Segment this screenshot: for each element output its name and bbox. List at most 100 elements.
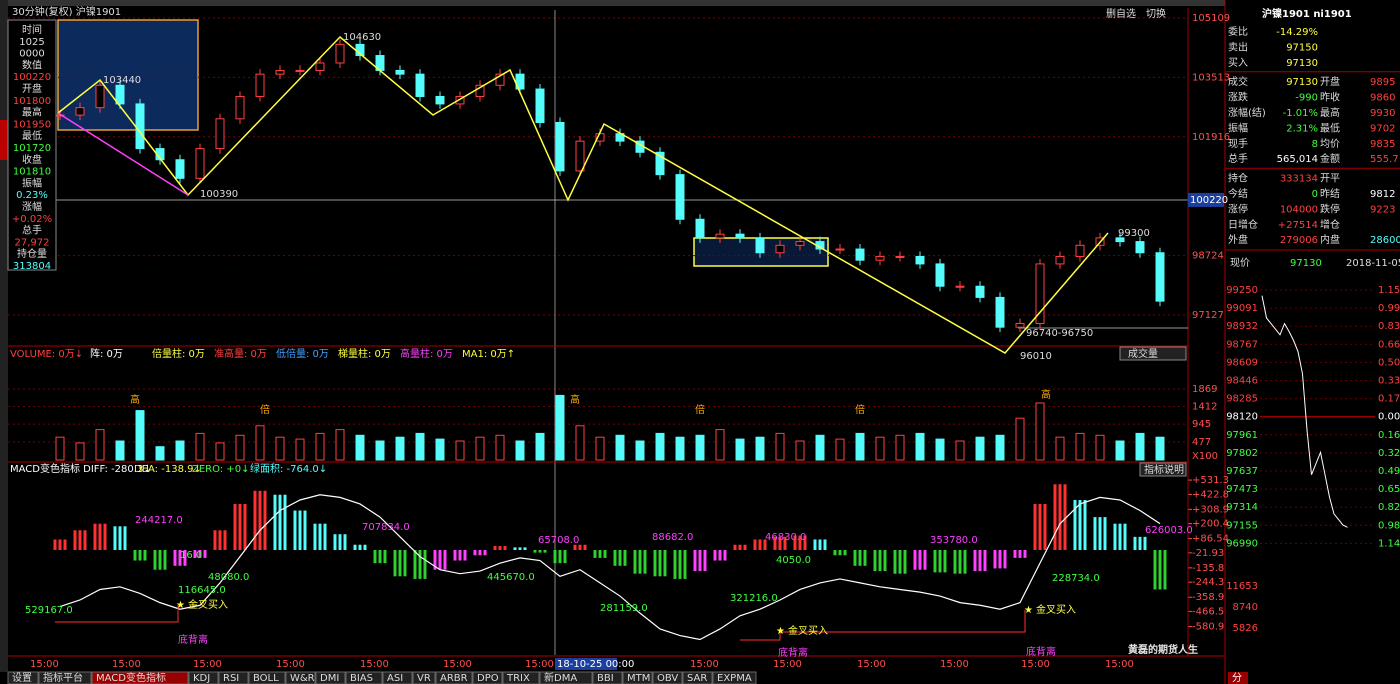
tab[interactable] [412,671,436,684]
candle [655,151,665,176]
tab[interactable] [188,671,219,684]
tab[interactable] [315,671,346,684]
intraday-y-label: 5826 [1233,623,1258,634]
volume-bar [595,436,605,461]
info-line: 总手 [22,224,42,237]
volume-bar [215,442,225,461]
trend-lines [57,35,1109,354]
quote-value: 97130 [1286,58,1318,69]
intraday-line [1261,295,1348,528]
tab[interactable] [622,671,653,684]
candle [295,69,305,72]
quote-value: 97150 [1286,42,1318,53]
price-annotation: 103440 [103,75,141,86]
candle [415,73,425,97]
tab[interactable] [7,671,39,684]
y-tick-label: 105109 [1192,13,1230,24]
quote-label: 涨跌 [1228,91,1248,104]
volume-bar [475,436,485,461]
volume-bar [115,440,125,461]
intraday-y-label: 97314 [1226,502,1258,513]
candle [275,69,285,75]
y-tick-label: -580.9 [1192,621,1224,632]
quote-label: 日增仓 [1228,218,1258,231]
info-line: 持仓量 [17,247,47,260]
tab[interactable] [652,671,683,684]
intraday-pct-label: 1.15% [1378,285,1400,296]
tab[interactable] [248,671,286,684]
candle [715,233,725,239]
diff-line [59,494,1161,641]
date-label: 2018-11-05, [1346,258,1400,269]
tab[interactable] [285,671,316,684]
tab[interactable] [539,671,593,684]
time-label: 15:00 [360,659,389,670]
volume-bar [795,440,805,461]
volume-bar [415,432,425,461]
macd-annotation: 116645.0 [178,585,226,596]
tab[interactable] [382,671,413,684]
time-label: 15:00 [112,659,141,670]
price-annotation: 100390 [200,189,238,200]
tab-label: DMI [320,673,339,684]
y-tick-label: 477 [1192,437,1211,448]
y-tick-label: -21.93 [1192,548,1224,559]
info-line: 1025 [19,37,44,48]
volume-bar [275,436,285,461]
volume-bar [75,442,85,461]
tab[interactable] [472,671,503,684]
volume-bar [1095,434,1105,461]
quote-label: 总手 [1228,152,1248,165]
quote-label: 涨停 [1228,202,1248,215]
tab-label: BIAS [350,673,373,684]
tab-label: KDJ [193,673,210,684]
volume-bar [495,434,505,461]
unit-label: X100 [1192,451,1218,462]
divergence-line [740,610,1026,641]
volume-mark: 倍 [855,403,865,416]
volume-bar [635,440,645,461]
intraday-y-label: 98767 [1226,339,1258,350]
y-tick-label: -135.8 [1192,563,1224,574]
quote-label: 金额 [1320,152,1340,165]
quote-value: 333134 [1280,174,1318,185]
intraday-pct-label: 0.33% [1378,376,1400,387]
candle [875,255,885,261]
dropdown[interactable] [1119,346,1187,361]
candle [95,84,105,109]
intraday-pct-label: 1.14% [1378,538,1400,549]
volume-bar [295,438,305,461]
crosshair-box [1188,192,1224,207]
info-line: 振幅 [22,176,42,189]
tab[interactable] [712,671,757,684]
quote-label: 最低 [1320,121,1340,134]
tab[interactable] [218,671,249,684]
intraday-y-label: 99091 [1226,303,1258,314]
tab[interactable] [345,671,383,684]
time-label: 15:00 [276,659,305,670]
tab[interactable] [38,671,92,684]
button[interactable] [1139,462,1187,477]
info-line: 数值 [22,58,42,71]
tab-label: DPO [477,673,499,684]
label: 切换 [1146,7,1166,20]
button-label: 指标说明 [1144,463,1184,476]
volume-bar [455,440,465,461]
tab-label: MACD变色指标 [96,671,166,684]
tab[interactable] [592,671,623,684]
y-tick-label: +200.4 [1192,519,1229,530]
tab-label: 设置 [12,672,32,684]
quote-label: 昨结 [1320,187,1340,200]
quote-label: 委比 [1228,25,1248,38]
candle [1055,255,1065,265]
volume-bar [1075,432,1085,461]
volume-bar [835,438,845,461]
tab[interactable] [435,671,473,684]
tab[interactable] [682,671,713,684]
macd-annotation: 707834.0 [362,522,410,533]
tab[interactable] [502,671,540,684]
volume-bar [1015,417,1025,461]
tab-label: BBI [597,673,614,684]
tab[interactable] [91,671,189,684]
